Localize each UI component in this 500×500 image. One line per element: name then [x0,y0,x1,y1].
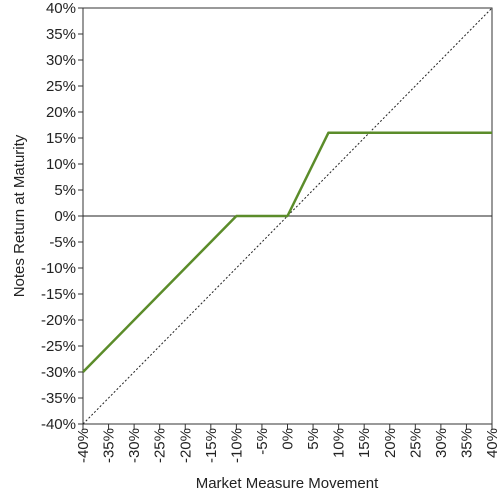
y-axis-title: Notes Return at Maturity [11,134,28,297]
series-layer [82,7,493,425]
y-tick-label: -35% [41,390,76,407]
y-tick-label: 0% [54,208,76,225]
x-tick-label: 20% [382,428,399,458]
x-axis-ticks: -40% -35% -30% -25% -20% -15% -10% -5% 0% 5% 10% 15… [75,424,500,463]
y-tick-label: 40% [46,0,76,17]
x-axis-title: Market Measure Movement [196,475,379,492]
diagonal-reference-line [82,7,493,425]
y-tick-label: -25% [41,338,76,355]
y-tick-label: 10% [46,156,76,173]
y-tick-label: 5% [54,182,76,199]
y-tick-label: -10% [41,260,76,277]
x-tick-label: 10% [331,428,348,458]
x-tick-label: 30% [433,428,450,458]
x-tick-label: -25% [152,428,169,463]
y-tick-label: 30% [46,52,76,69]
y-tick-label: -15% [41,286,76,303]
y-tick-label: -5% [49,234,76,251]
y-tick-label: 35% [46,26,76,43]
x-tick-label: 0% [280,428,297,450]
x-tick-label: 15% [356,428,373,458]
x-tick-label: -10% [228,428,245,463]
x-tick-label: -20% [177,428,194,463]
y-tick-label: -40% [41,416,76,433]
y-tick-label: 20% [46,104,76,121]
x-tick-label: -40% [75,428,92,463]
y-tick-label: -20% [41,312,76,329]
y-tick-label: 15% [46,130,76,147]
payoff-line [82,131,492,373]
x-tick-label: 25% [407,428,424,458]
x-tick-label: 5% [305,428,322,450]
x-tick-label: -5% [254,428,271,455]
y-tick-label: -30% [41,364,76,381]
x-tick-label: 40% [484,428,500,458]
y-tick-label: 25% [46,78,76,95]
x-tick-label: 35% [458,428,475,458]
x-tick-label: -15% [203,428,220,463]
x-tick-label: -30% [126,428,143,463]
x-tick-label: -35% [101,428,118,463]
y-axis-ticks: -40% -35% -30% -25% -20% -15% -10% -5% 0% 5% 10% 15… [41,0,83,433]
